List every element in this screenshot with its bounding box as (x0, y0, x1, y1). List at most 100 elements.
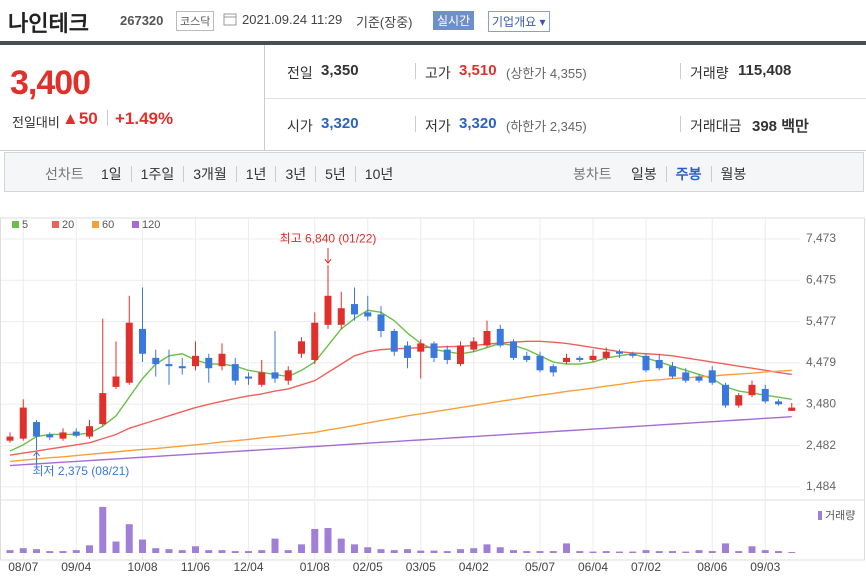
stat-value: 398 백만 (752, 118, 809, 135)
candle-body (496, 328, 504, 346)
change: ▲50 (62, 109, 98, 128)
stat-label: 저가 (425, 118, 451, 134)
x-tick-label: 08/07 (8, 560, 38, 574)
volume-bar (6, 550, 14, 553)
y-tick-label: 4,479 (806, 355, 836, 369)
candle-body (271, 372, 279, 379)
volume-bar (722, 543, 729, 553)
volume-bar (337, 538, 345, 553)
volume-bar (390, 550, 398, 553)
volume-bar (284, 550, 292, 553)
stat-label: 거래대금 (690, 118, 742, 134)
x-tick-label: 03/05 (406, 560, 436, 574)
candle-chart-label: 봉차트 (573, 166, 612, 182)
volume-bar (59, 551, 67, 553)
candle-body (430, 343, 438, 358)
candle-body (86, 426, 93, 437)
stat-label: 거래량 (690, 65, 729, 81)
volume-bar (46, 551, 54, 553)
candle-body (457, 345, 464, 365)
ma-line (9, 369, 792, 463)
candle-body (311, 322, 319, 360)
divider (264, 45, 265, 150)
legend-label: 5 (22, 219, 28, 231)
divider (680, 63, 681, 79)
tab[interactable]: 1일 (101, 166, 122, 182)
volume-bar (682, 551, 690, 553)
y-tick-label: 6,475 (806, 272, 836, 286)
legend-swatch (52, 221, 59, 228)
candle-body (192, 355, 199, 367)
ma-line (9, 340, 792, 456)
tab[interactable]: 월봉 (710, 166, 756, 182)
candle-body (523, 355, 531, 360)
candle-body (576, 357, 584, 360)
candle-body (46, 434, 54, 438)
candle-body (6, 436, 14, 441)
stat-value: 3,350 (321, 62, 359, 79)
stock-code: 267320 (120, 13, 164, 28)
candle-tabs: 일봉 주봉 월봉 (622, 164, 756, 184)
divider (415, 63, 416, 79)
candle-body (218, 353, 226, 367)
tab[interactable]: 5년 (315, 166, 355, 182)
divider (680, 116, 681, 132)
candle-body (152, 357, 160, 365)
volume-bar (430, 550, 438, 553)
line-chart-label: 선차트 (45, 166, 84, 182)
volume-bar (629, 551, 637, 553)
candle-body (337, 308, 345, 325)
tab[interactable]: 10년 (354, 166, 403, 182)
volume-bar (231, 551, 239, 553)
volume-bar (483, 544, 491, 553)
candle-body (417, 343, 425, 352)
volume-bar (775, 551, 782, 553)
stat-note: (하한가 2,345) (506, 119, 587, 134)
candle-body (483, 330, 491, 346)
stat-label: 시가 (287, 118, 313, 134)
candle-body (112, 376, 120, 387)
volume-bar (324, 528, 332, 553)
tab[interactable]: 1년 (235, 166, 276, 182)
candle-body (443, 349, 451, 360)
candle-body (59, 432, 67, 439)
tab[interactable]: 주봉 (665, 166, 711, 182)
candle-body (298, 341, 305, 354)
legend-swatch (92, 221, 99, 228)
volume-bar (642, 550, 650, 553)
tab[interactable]: 3개월 (183, 166, 236, 182)
volume-bar (112, 541, 120, 553)
tab[interactable]: 3년 (275, 166, 316, 182)
volume-bar (589, 551, 597, 553)
y-tick-label: 1,484 (806, 479, 836, 493)
volume-bar (245, 551, 252, 553)
realtime-button[interactable]: 실시간 (433, 11, 475, 30)
tab-bar (4, 152, 864, 192)
candle-body (563, 357, 570, 363)
ma-line (9, 415, 792, 467)
candle-body (125, 322, 133, 383)
volume-bar (510, 550, 517, 553)
volume-bar (205, 550, 213, 553)
tab[interactable]: 일봉 (631, 166, 657, 182)
volume-bar (139, 539, 146, 553)
tab[interactable]: 1주일 (130, 166, 184, 182)
candle-body (470, 341, 478, 350)
candle-body (99, 393, 107, 425)
divider (107, 110, 108, 126)
volume-border (0, 499, 865, 561)
stat-value: 3,320 (321, 115, 359, 132)
y-tick-label: 3,480 (806, 396, 836, 410)
candle-body (33, 422, 40, 437)
candle-body (72, 431, 80, 436)
x-tick-label: 09/04 (61, 560, 91, 574)
candle-body (642, 355, 650, 371)
x-tick-label: 06/04 (578, 560, 608, 574)
overview-button[interactable]: 기업개요 ▾ (488, 11, 550, 32)
legend-label: 20 (62, 219, 74, 231)
candle-body (178, 366, 186, 369)
divider (415, 116, 416, 132)
market-badge: 코스닥 (176, 11, 215, 31)
candle-body (655, 359, 663, 369)
y-tick-label: 5,477 (806, 314, 836, 328)
